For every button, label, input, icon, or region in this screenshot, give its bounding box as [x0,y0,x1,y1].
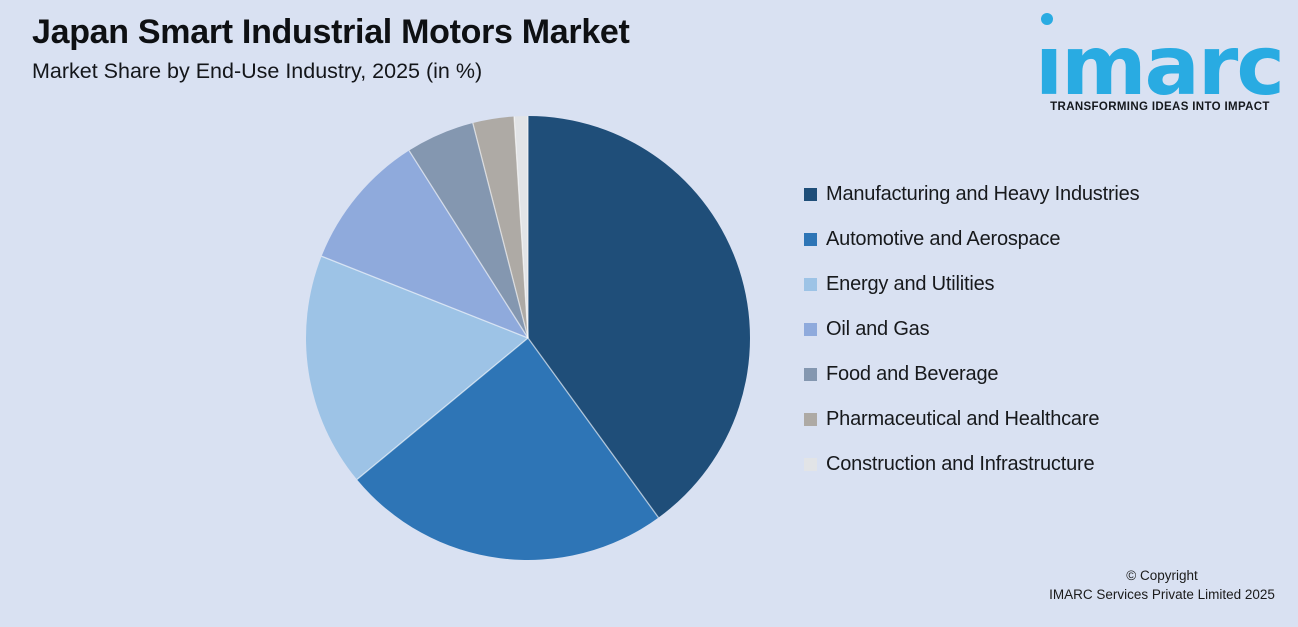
legend-item-oil-and-gas: Oil and Gas [804,307,1139,352]
pie-chart [306,116,750,560]
legend-item-construction-and-infrastructure: Construction and Infrastructure [804,442,1139,487]
slice-separator [472,122,529,339]
pie-slice-energy-and-utilities [306,256,528,480]
imarc-logo: imarc TRANSFORMING IDEAS INTO IMPACT [1033,13,1285,125]
page-subtitle: Market Share by End-Use Industry, 2025 (… [32,59,483,83]
legend-label: Manufacturing and Heavy Industries [826,183,1140,205]
pie-slice-automotive-and-aerospace [356,338,659,560]
legend-label: Automotive and Aerospace [826,228,1061,250]
legend-item-manufacturing-and-heavy-industries: Manufacturing and Heavy Industries [804,172,1140,217]
logo-dot-icon [1041,13,1053,25]
legend-swatch-icon [804,413,817,426]
legend-label: Pharmaceutical and Healthcare [826,408,1100,430]
legend-label: Oil and Gas [826,318,930,340]
slice-separator [527,337,660,518]
legend-item-automotive-and-aerospace: Automotive and Aerospace [804,217,1139,262]
logo-wordmark: imarc [1035,19,1285,114]
logo-tagline: TRANSFORMING IDEAS INTO IMPACT [1050,101,1270,113]
legend-swatch-icon [804,458,817,471]
logo-dot-cover [1033,27,1060,49]
pie-slice-oil-and-gas [321,150,528,338]
legend-item-pharmaceutical-and-healthcare: Pharmaceutical and Healthcare [804,397,1139,442]
legend-label: Food and Beverage [826,363,999,385]
chart-legend: Manufacturing and Heavy Industries Automo… [804,172,1140,487]
legend-swatch-icon [804,188,817,201]
slice-separator [321,255,529,339]
slice-separator [408,150,529,339]
legend-swatch-icon [804,368,817,381]
legend-item-food-and-beverage: Food and Beverage [804,352,1139,397]
slice-separator [513,116,529,339]
copyright-notice: © Copyright IMARC Services Private Limit… [1012,566,1298,604]
legend-label: Energy and Utilities [826,273,995,295]
page-title: Japan Smart Industrial Motors Market [32,13,630,51]
legend-item-energy-and-utilities: Energy and Utilities [804,262,1139,307]
copyright-line1: © Copyright [1126,568,1198,583]
copyright-line2: IMARC Services Private Limited 2025 [1049,587,1275,602]
legend-label: Construction and Infrastructure [826,453,1095,475]
pie-slice-food-and-beverage [409,122,528,338]
legend-swatch-icon [804,323,817,336]
pie-slice-manufacturing-and-heavy-industries [528,116,750,518]
legend-swatch-icon [804,278,817,291]
slice-separator [356,337,529,481]
legend-swatch-icon [804,233,817,246]
